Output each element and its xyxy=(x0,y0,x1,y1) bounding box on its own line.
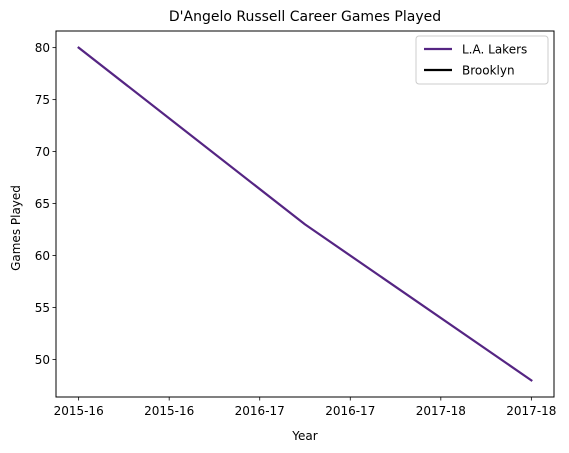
x-tick-label: 2015-16 xyxy=(144,404,194,418)
legend-label: Brooklyn xyxy=(462,64,515,78)
series-line-l-a-lakers xyxy=(77,46,533,382)
x-tick-label: 2017-18 xyxy=(416,404,466,418)
y-tick-label: 60 xyxy=(35,249,50,263)
x-tick-label: 2015-16 xyxy=(54,404,104,418)
x-axis-label: Year xyxy=(291,429,317,443)
legend: L.A. Lakers Brooklyn xyxy=(415,35,549,85)
chart-title: D'Angelo Russell Career Games Played xyxy=(169,9,441,25)
y-tick-label: 50 xyxy=(35,353,50,367)
x-tick-label: 2016-17 xyxy=(235,404,285,418)
legend-label: L.A. Lakers xyxy=(462,43,527,57)
y-axis-label: Games Played xyxy=(9,185,23,271)
x-tick-label: 2016-17 xyxy=(325,404,375,418)
y-tick-label: 75 xyxy=(35,93,50,107)
y-tick-label: 55 xyxy=(35,301,50,315)
y-tick-label: 65 xyxy=(35,197,50,211)
y-tick-label: 80 xyxy=(35,41,50,55)
plot-frame xyxy=(55,30,555,398)
y-tick-label: 70 xyxy=(35,145,50,159)
x-tick-label: 2017-18 xyxy=(506,404,556,418)
plot-area: 50 55 60 65 70 75 80 2015-16 2015-16 2016-17 2016-… xyxy=(35,30,556,418)
